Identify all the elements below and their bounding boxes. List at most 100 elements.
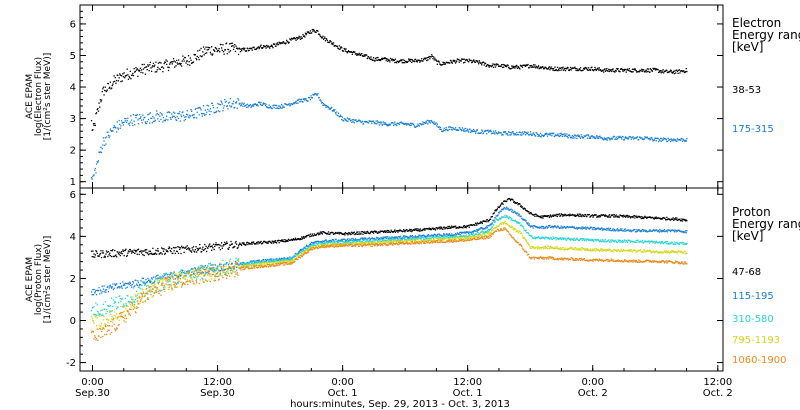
data-point <box>236 259 238 261</box>
data-point <box>145 279 147 281</box>
data-point <box>666 140 669 143</box>
data-point <box>434 229 437 231</box>
data-point <box>528 67 530 69</box>
data-point <box>171 63 173 65</box>
data-point <box>309 97 311 99</box>
data-point <box>404 231 406 233</box>
data-point <box>319 242 322 244</box>
data-point <box>649 216 651 218</box>
data-point <box>469 128 471 130</box>
data-point <box>444 129 446 132</box>
data-point <box>565 227 567 229</box>
data-point <box>114 301 116 303</box>
data-point <box>257 262 260 264</box>
data-point <box>302 236 305 238</box>
data-point <box>465 227 467 229</box>
data-point <box>661 218 663 220</box>
series-47-68 <box>90 197 688 259</box>
data-point <box>466 58 468 61</box>
data-point <box>599 228 602 231</box>
data-point <box>548 134 550 136</box>
data-point <box>673 243 675 245</box>
data-point <box>392 231 394 233</box>
data-point <box>604 214 607 216</box>
data-point <box>653 139 655 141</box>
data-point <box>99 293 101 295</box>
data-point <box>162 248 164 250</box>
data-point <box>96 316 98 319</box>
data-point <box>113 75 115 77</box>
data-point <box>90 291 93 293</box>
data-point <box>632 241 634 243</box>
data-point <box>495 64 497 66</box>
data-point <box>607 229 609 231</box>
data-point <box>504 131 506 134</box>
data-point <box>454 128 456 130</box>
data-point <box>322 104 324 106</box>
data-point <box>564 226 566 228</box>
data-point <box>372 232 375 234</box>
data-point <box>327 41 330 43</box>
data-point <box>118 77 120 79</box>
data-point <box>389 57 392 59</box>
data-point <box>149 122 151 124</box>
data-point <box>303 35 305 37</box>
data-point <box>369 232 371 235</box>
data-point <box>658 140 660 143</box>
data-point <box>422 236 424 239</box>
data-point <box>333 110 335 112</box>
data-point <box>138 118 140 120</box>
data-point <box>659 241 661 243</box>
data-point <box>169 276 171 279</box>
data-point <box>207 48 210 51</box>
data-point <box>533 213 535 216</box>
data-point <box>138 285 140 287</box>
data-point <box>176 250 178 253</box>
data-point <box>222 264 225 266</box>
data-point <box>250 106 252 108</box>
data-point <box>546 237 548 239</box>
data-point <box>541 215 544 217</box>
data-point <box>261 242 263 245</box>
data-point <box>160 277 162 279</box>
data-point <box>683 243 685 245</box>
data-point <box>553 226 555 228</box>
data-point <box>429 56 432 58</box>
y-axis-label-line: ACE EPAM <box>25 74 35 119</box>
data-point <box>152 120 155 123</box>
data-point <box>130 284 132 286</box>
data-point <box>428 236 430 238</box>
data-point <box>454 127 457 129</box>
data-point <box>231 105 233 107</box>
data-point <box>427 123 429 125</box>
data-point <box>128 283 130 285</box>
data-point <box>209 243 211 245</box>
data-point <box>116 308 118 310</box>
data-point <box>153 117 155 119</box>
data-point <box>425 57 427 59</box>
data-point <box>347 51 349 53</box>
data-point <box>114 283 116 285</box>
data-point <box>390 237 392 240</box>
data-point <box>542 66 544 68</box>
data-point <box>229 43 231 45</box>
data-point <box>471 230 473 233</box>
data-point <box>173 60 175 62</box>
data-point <box>393 59 395 61</box>
data-point <box>641 217 644 219</box>
data-point <box>618 136 620 138</box>
data-point <box>440 234 442 236</box>
y-axis-label-line: [1/(cm²s ster MeV)] <box>43 236 53 323</box>
data-point <box>327 233 329 235</box>
data-point <box>95 250 98 253</box>
data-point <box>110 88 112 90</box>
data-point <box>226 262 228 264</box>
y-axis-label-line: log(Electron Flux) <box>34 57 44 136</box>
data-point <box>614 230 617 232</box>
data-point <box>547 68 549 70</box>
data-point <box>150 252 152 255</box>
data-point <box>361 120 363 122</box>
data-point <box>574 66 576 68</box>
data-point <box>106 89 108 91</box>
data-point <box>576 237 578 239</box>
